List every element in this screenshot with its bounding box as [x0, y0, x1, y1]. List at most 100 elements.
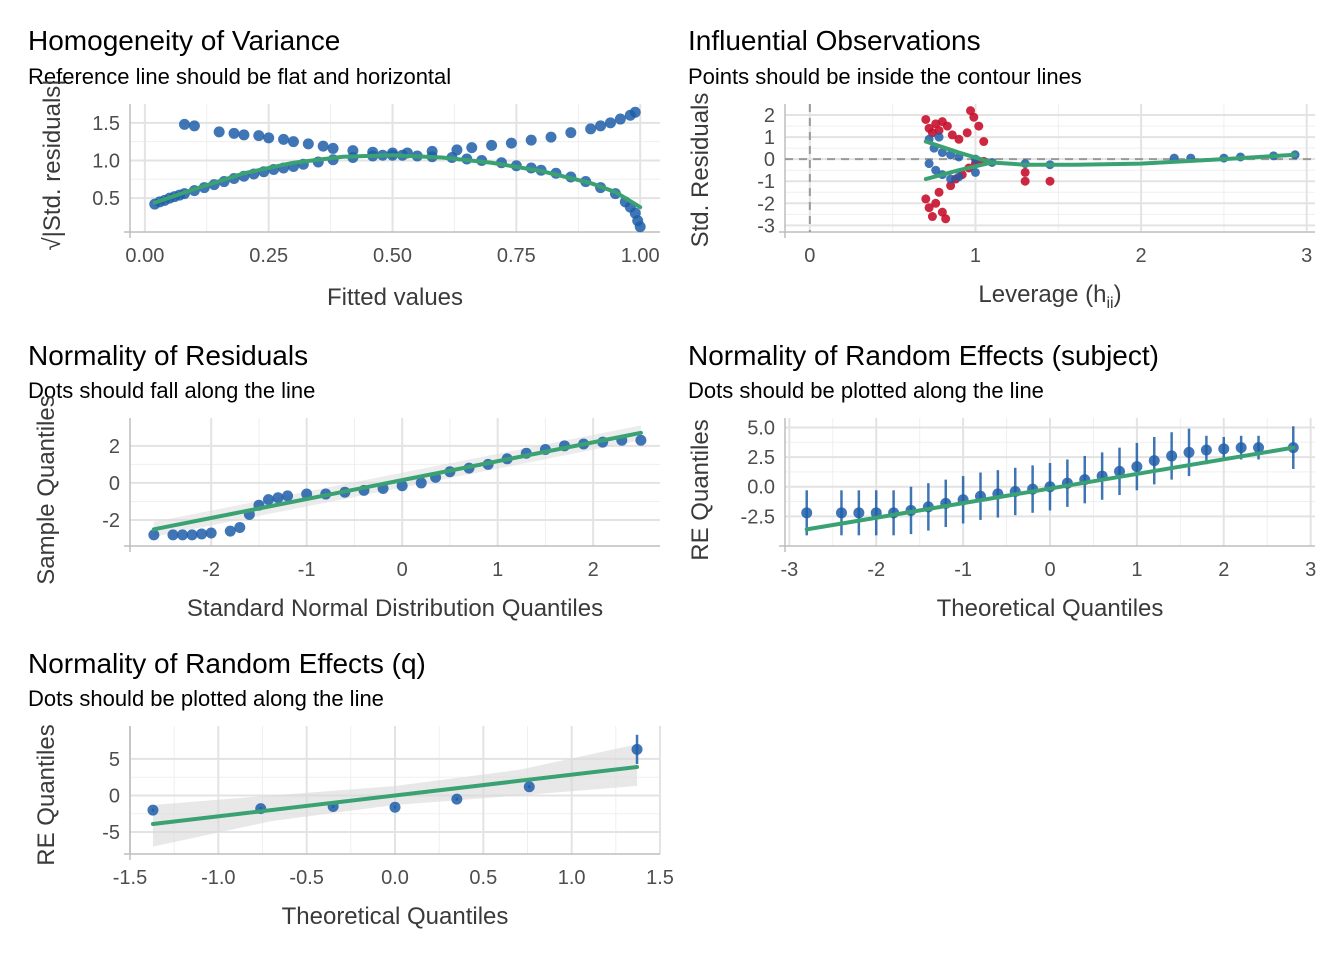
chart-title: Normality of Random Effects (subject) [688, 340, 1159, 371]
data-point [629, 106, 641, 118]
data-point [1235, 442, 1247, 454]
plot-area: -2 -1 0 1 2 -2 0 2 [102, 418, 660, 581]
x-tick-label: 0.5 [469, 867, 497, 889]
data-point [505, 137, 517, 149]
x-tick-label: -1.0 [201, 867, 235, 889]
data-point [946, 174, 956, 184]
data-point [1218, 443, 1230, 455]
y-axis-label: RE Quantiles [687, 419, 714, 560]
data-point [934, 132, 944, 142]
fit-line [150, 764, 640, 827]
x-tick-label: 2 [1136, 245, 1147, 267]
data-point [177, 529, 189, 541]
influential-point [931, 198, 941, 208]
data-point [937, 148, 947, 158]
data-point [954, 172, 964, 182]
influential-point [946, 181, 956, 191]
chart-subtitle: Dots should fall along the line [28, 378, 315, 403]
x-tick-label: -0.5 [289, 867, 323, 889]
data-point [466, 142, 478, 154]
influential-point [921, 114, 931, 124]
data-point [186, 529, 198, 541]
data-point [523, 781, 535, 793]
x-tick-label: 1 [492, 559, 503, 581]
x-tick-label: 2 [588, 559, 599, 581]
data-point [253, 130, 265, 142]
y-axis-label: RE Quantiles [33, 724, 60, 865]
data-point [853, 507, 865, 519]
data-point [835, 507, 847, 519]
x-axis-label-subscript: ii [1106, 295, 1113, 312]
influential-point [934, 187, 944, 197]
fit-line [923, 139, 1298, 167]
x-axis-label: Theoretical Quantiles [937, 595, 1164, 622]
data-point [302, 138, 314, 150]
data-point [565, 127, 577, 139]
y-tick-label: 5.0 [747, 417, 775, 439]
data-point [1253, 442, 1265, 454]
data-point [147, 804, 159, 816]
data-point [213, 126, 225, 138]
panel-normality-random-effects-q: Normality of Random Effects (q) Dots sho… [28, 648, 674, 930]
influential-point [1045, 176, 1055, 186]
y-tick-label: 0 [109, 473, 120, 495]
x-tick-label: -2 [867, 559, 885, 581]
panel-normality-random-effects-subject: Normality of Random Effects (subject) Do… [687, 340, 1316, 622]
chart-title: Normality of Residuals [28, 340, 308, 371]
data-point [263, 132, 275, 144]
influential-point [1020, 176, 1030, 186]
data-point [148, 529, 160, 541]
data-point [486, 139, 498, 151]
influential-point [921, 194, 931, 204]
y-axis-label: Sample Quantiles [33, 395, 60, 584]
panel-homogeneity-of-variance: Homogeneity of Variance Reference line s… [28, 25, 660, 311]
x-tick-label: -2 [202, 559, 220, 581]
data-point [196, 528, 208, 540]
y-axis-label: √|Std. residuals| [39, 79, 66, 250]
chart-title: Influential Observations [688, 25, 981, 56]
x-tick-label: 1.00 [621, 245, 660, 267]
data-point [238, 129, 250, 141]
x-tick-label: 2 [1218, 559, 1229, 581]
data-point [327, 142, 339, 154]
y-tick-label: 2 [764, 105, 775, 127]
y-tick-label: 1.5 [92, 113, 120, 135]
influential-point [1020, 167, 1030, 177]
x-tick-label: -3 [780, 559, 798, 581]
x-axis-label-main: Leverage (h [978, 281, 1106, 308]
data-point [604, 117, 616, 129]
data-point [451, 144, 463, 156]
x-tick-label: 0 [397, 559, 408, 581]
y-tick-label: 1.0 [92, 150, 120, 172]
y-tick-label: -5 [102, 822, 120, 844]
x-tick-label: 0.0 [381, 867, 409, 889]
y-tick-label: -3 [757, 215, 775, 237]
data-point [205, 527, 217, 539]
influential-point [947, 130, 957, 140]
data-point [389, 801, 401, 813]
data-point [585, 123, 597, 135]
data-point [1200, 444, 1212, 456]
data-point [1166, 450, 1178, 462]
plot-area: -3 -2 -1 0 1 2 3 -2.5 0.0 2.5 5.0 [741, 417, 1317, 581]
data-point [525, 134, 537, 146]
data-point [272, 492, 284, 504]
data-point [188, 120, 200, 132]
data-point [924, 159, 934, 169]
fit-line [804, 445, 1296, 532]
influential-point [954, 134, 964, 144]
x-tick-label: 0 [804, 245, 815, 267]
data-point [801, 507, 813, 519]
x-tick-label: -1 [298, 559, 316, 581]
data-point [426, 145, 438, 157]
influential-point [974, 121, 984, 131]
y-tick-label: 0 [764, 149, 775, 171]
chart-subtitle: Points should be inside the contour line… [688, 64, 1082, 89]
chart-subtitle: Reference line should be flat and horizo… [28, 64, 451, 89]
influential-point [942, 121, 952, 131]
x-tick-label: 1 [970, 245, 981, 267]
y-tick-label: -2.5 [741, 506, 775, 528]
x-tick-label: -1 [954, 559, 972, 581]
influential-point [979, 137, 989, 147]
data-point [614, 113, 626, 125]
